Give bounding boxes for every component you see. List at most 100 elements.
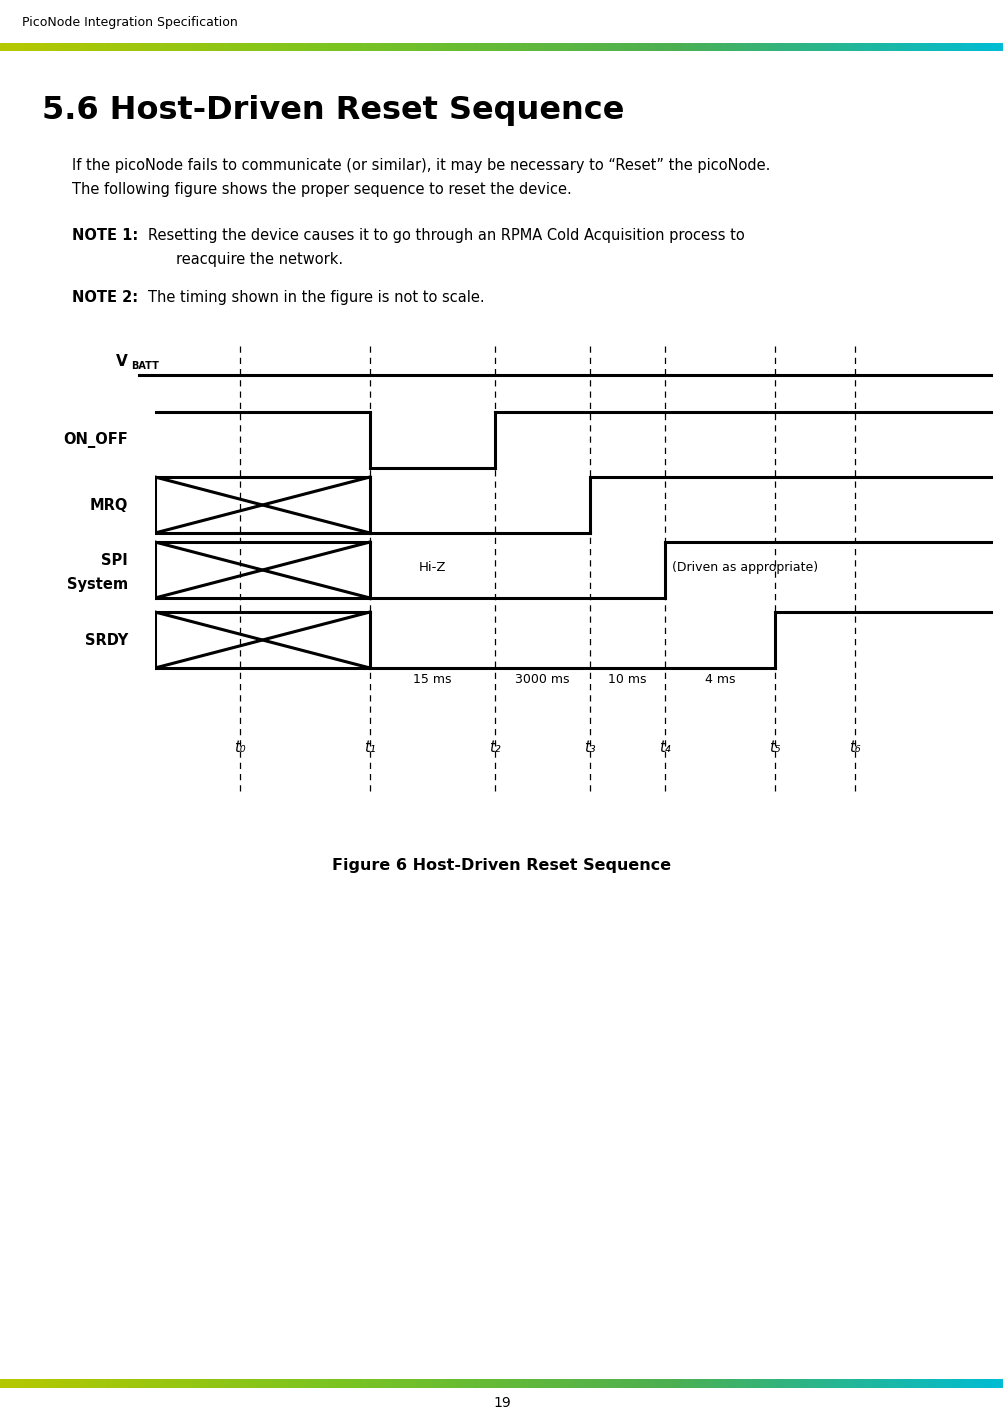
Bar xyxy=(391,43,394,51)
Bar xyxy=(168,1379,171,1388)
Text: reacquire the network.: reacquire the network. xyxy=(176,252,343,266)
Bar xyxy=(532,43,535,51)
Bar xyxy=(886,43,890,51)
Bar xyxy=(629,43,632,51)
Text: ON_OFF: ON_OFF xyxy=(63,432,127,447)
Bar xyxy=(966,1379,970,1388)
Bar xyxy=(304,43,308,51)
Bar xyxy=(715,43,719,51)
Bar xyxy=(749,43,752,51)
Text: t₆: t₆ xyxy=(849,740,860,755)
Bar xyxy=(478,43,481,51)
Bar xyxy=(913,1379,916,1388)
Bar xyxy=(906,1379,910,1388)
Bar xyxy=(529,1379,532,1388)
Text: SRDY: SRDY xyxy=(84,633,127,647)
Bar xyxy=(749,1379,752,1388)
Bar xyxy=(669,43,672,51)
Bar xyxy=(13,1379,17,1388)
Bar xyxy=(819,43,822,51)
Bar xyxy=(605,43,609,51)
Bar xyxy=(789,1379,792,1388)
Bar xyxy=(509,1379,512,1388)
Bar xyxy=(401,1379,404,1388)
Bar xyxy=(943,1379,946,1388)
Bar xyxy=(549,1379,552,1388)
Bar xyxy=(123,43,127,51)
Bar xyxy=(381,43,384,51)
Bar xyxy=(301,1379,304,1388)
Bar xyxy=(772,1379,775,1388)
Bar xyxy=(458,43,461,51)
Bar xyxy=(174,1379,178,1388)
Bar xyxy=(37,43,40,51)
Bar xyxy=(271,43,274,51)
Bar xyxy=(258,1379,261,1388)
Bar xyxy=(539,43,542,51)
Bar xyxy=(27,1379,30,1388)
Bar xyxy=(682,1379,685,1388)
Bar xyxy=(840,1379,843,1388)
Bar xyxy=(579,43,582,51)
Bar xyxy=(338,1379,341,1388)
Bar xyxy=(394,1379,398,1388)
Bar xyxy=(488,43,491,51)
Bar xyxy=(157,1379,160,1388)
Bar xyxy=(619,43,622,51)
Bar xyxy=(491,1379,494,1388)
Bar xyxy=(572,43,575,51)
Bar xyxy=(113,43,117,51)
Text: 15 ms: 15 ms xyxy=(413,673,451,685)
Bar xyxy=(394,43,398,51)
Bar xyxy=(204,1379,208,1388)
Bar xyxy=(324,43,328,51)
Bar xyxy=(50,43,53,51)
Bar xyxy=(923,43,926,51)
Bar xyxy=(679,1379,682,1388)
Bar xyxy=(953,43,956,51)
Bar xyxy=(956,1379,960,1388)
Text: Hi-Z: Hi-Z xyxy=(418,560,445,574)
Bar xyxy=(863,1379,866,1388)
Text: NOTE 1:: NOTE 1: xyxy=(72,228,138,244)
Bar xyxy=(980,1379,983,1388)
Bar xyxy=(509,43,512,51)
Bar xyxy=(645,43,649,51)
Bar xyxy=(729,43,732,51)
Bar xyxy=(709,1379,712,1388)
Bar xyxy=(43,43,47,51)
Bar xyxy=(545,43,549,51)
Bar xyxy=(629,1379,632,1388)
Bar xyxy=(996,43,1000,51)
Bar xyxy=(502,43,505,51)
Bar xyxy=(414,43,418,51)
Bar xyxy=(635,43,639,51)
Bar xyxy=(378,43,381,51)
Bar xyxy=(27,43,30,51)
Bar xyxy=(458,1379,461,1388)
Bar xyxy=(832,43,835,51)
Bar xyxy=(930,43,933,51)
Bar xyxy=(876,1379,880,1388)
Bar xyxy=(916,43,920,51)
Bar xyxy=(171,1379,174,1388)
Bar xyxy=(17,43,20,51)
Bar xyxy=(930,1379,933,1388)
Bar xyxy=(234,1379,238,1388)
Bar xyxy=(903,1379,906,1388)
Bar xyxy=(83,1379,87,1388)
Bar xyxy=(218,43,221,51)
Bar xyxy=(609,43,612,51)
Bar xyxy=(589,43,592,51)
Bar xyxy=(140,1379,143,1388)
Bar xyxy=(364,1379,368,1388)
Bar xyxy=(474,1379,478,1388)
Bar xyxy=(519,43,522,51)
Bar xyxy=(870,43,873,51)
Bar xyxy=(251,1379,254,1388)
Bar xyxy=(454,43,458,51)
Bar xyxy=(515,43,519,51)
Bar xyxy=(208,43,211,51)
Text: t₅: t₅ xyxy=(768,740,780,755)
Bar xyxy=(976,43,980,51)
